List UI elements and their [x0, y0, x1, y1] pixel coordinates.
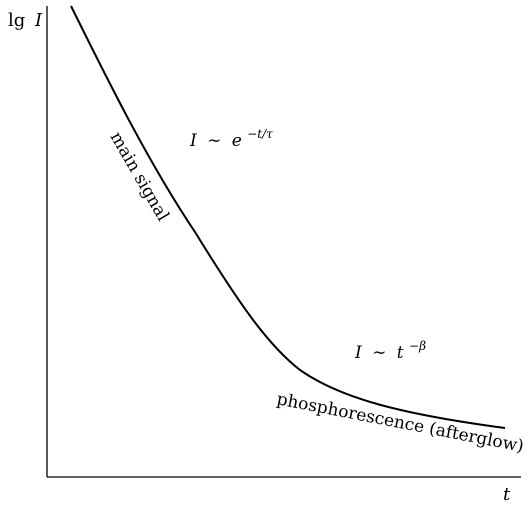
law-exponential-exponent: −t/τ [247, 127, 273, 141]
law-exponential: I ∼ e −t/τ [189, 127, 273, 151]
law-exponential-rel: ∼ [207, 131, 221, 151]
law-power-exponent: −β [409, 339, 426, 353]
law-exponential-lhs: I [189, 131, 197, 151]
law-power: I ∼ t −β [354, 339, 426, 363]
decay-curve [70, 5, 506, 429]
y-axis-label-var: I [34, 10, 43, 31]
law-power-base: t [397, 343, 404, 363]
law-exponential-base: e [232, 131, 242, 151]
curve-label-tail: phosphorescence (afterglow) [275, 389, 525, 457]
y-axis-label-func: lg [8, 10, 25, 31]
law-power-lhs: I [354, 343, 362, 363]
curve-label-main: main signal [106, 129, 173, 225]
y-axis-label: lg I [8, 10, 43, 31]
law-power-rel: ∼ [372, 343, 386, 363]
x-axis-label: t [503, 484, 511, 505]
